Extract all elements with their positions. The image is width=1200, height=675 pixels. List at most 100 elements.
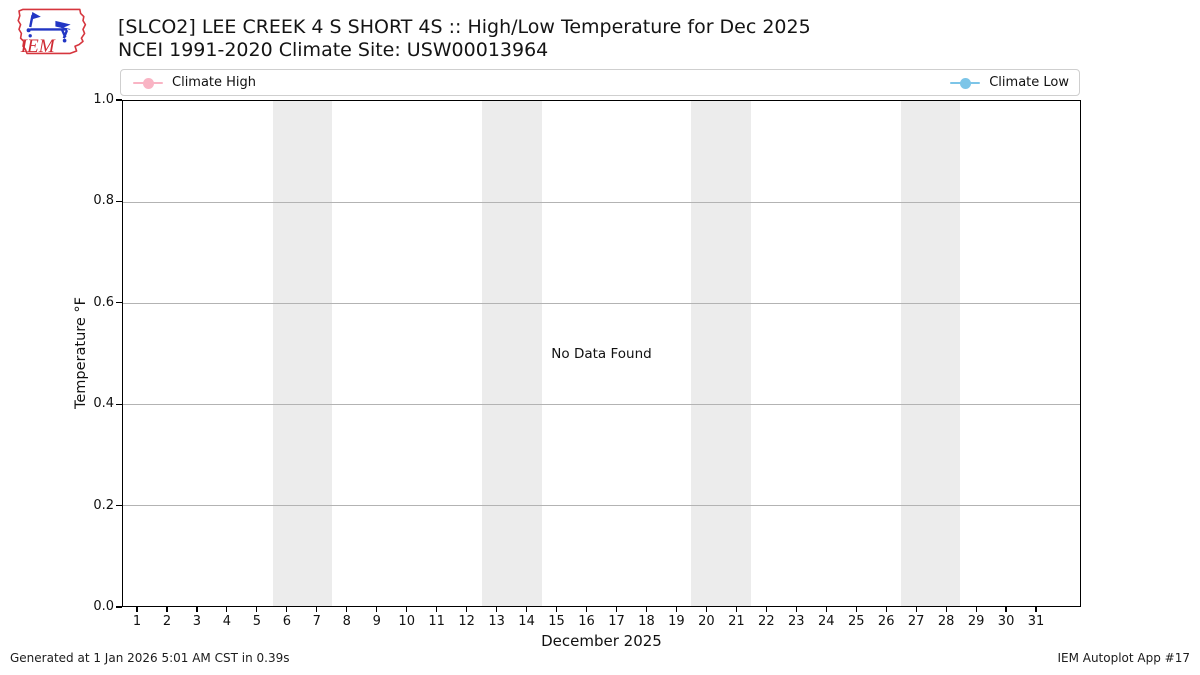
x-tick-mark — [196, 607, 198, 612]
x-tick-label: 23 — [788, 614, 805, 629]
x-tick-mark — [256, 607, 258, 612]
x-tick-label: 8 — [342, 614, 351, 629]
x-tick-label: 10 — [398, 614, 415, 629]
x-tick-label: 5 — [252, 614, 261, 629]
x-tick-label: 17 — [608, 614, 625, 629]
y-tick-mark — [116, 99, 122, 101]
no-data-message: No Data Found — [551, 345, 652, 362]
x-tick-mark — [316, 607, 318, 612]
x-tick-mark — [645, 607, 648, 612]
chart-subtitle: NCEI 1991-2020 Climate Site: USW00013964 — [118, 39, 549, 61]
footer-app-text: IEM Autoplot App #17 — [1057, 651, 1190, 665]
y-tick-label: 0.6 — [93, 294, 114, 310]
x-tick-mark — [885, 607, 887, 612]
climate-low-marker-icon — [950, 77, 981, 89]
x-tick-label: 25 — [847, 614, 865, 629]
x-tick-mark — [705, 607, 707, 612]
x-tick-mark — [466, 607, 468, 612]
legend-item-climate-high: Climate High — [133, 75, 256, 90]
x-tick-label: 26 — [877, 614, 895, 629]
weekend-band — [691, 101, 752, 606]
x-tick-label: 24 — [817, 614, 835, 629]
x-tick-label: 19 — [668, 614, 685, 629]
climate-high-marker-icon — [133, 77, 163, 89]
y-tick-label: 0.0 — [93, 599, 114, 614]
x-tick-mark — [166, 607, 168, 612]
x-tick-label: 9 — [372, 614, 381, 629]
y-tick-mark — [116, 403, 122, 405]
x-tick-label: 16 — [578, 614, 595, 629]
x-tick-mark — [825, 607, 827, 612]
x-tick-mark — [1005, 607, 1007, 612]
x-tick-mark — [346, 607, 348, 612]
y-tick-mark — [116, 302, 122, 304]
horizontal-gridline — [123, 201, 1080, 203]
y-tick-label: 0.8 — [93, 193, 114, 209]
y-tick-label: 0.2 — [93, 497, 114, 513]
x-tick-mark — [975, 607, 977, 612]
legend-box: Climate High Climate Low — [120, 69, 1080, 96]
y-tick-label: 1.0 — [93, 92, 114, 107]
legend-label-climate-high: Climate High — [172, 75, 257, 90]
x-tick-label: 28 — [937, 614, 955, 629]
x-tick-mark — [675, 607, 677, 612]
x-tick-label: 21 — [728, 614, 745, 629]
x-tick-label: 3 — [192, 614, 202, 629]
x-tick-label: 27 — [907, 614, 925, 629]
iem-logo-text: IEM — [20, 36, 56, 57]
x-tick-label: 6 — [282, 614, 291, 629]
horizontal-gridline — [123, 504, 1080, 506]
x-tick-mark — [855, 607, 857, 612]
legend-item-climate-low: Climate Low — [950, 75, 1069, 90]
horizontal-gridline — [123, 403, 1080, 405]
x-tick-mark — [436, 607, 438, 612]
y-tick-mark — [116, 606, 122, 608]
x-tick-mark — [1035, 607, 1037, 612]
weekend-band — [900, 101, 961, 606]
y-tick-label: 0.4 — [93, 396, 114, 412]
legend-label-climate-low: Climate Low — [989, 75, 1069, 90]
x-tick-label: 18 — [638, 614, 655, 629]
x-tick-label: 29 — [967, 614, 985, 629]
x-tick-mark — [376, 607, 378, 612]
x-tick-mark — [136, 607, 138, 612]
x-tick-mark — [585, 607, 588, 612]
x-tick-mark — [286, 607, 288, 612]
y-tick-mark — [116, 505, 122, 507]
x-tick-mark — [735, 607, 737, 612]
iowa-state-outline-icon: IEM — [17, 8, 87, 57]
x-tick-mark — [915, 607, 917, 612]
plot-area: No Data Found — [122, 100, 1081, 607]
x-tick-label: 22 — [758, 614, 775, 629]
x-tick-mark — [525, 607, 528, 612]
x-tick-mark — [406, 607, 408, 612]
x-tick-label: 11 — [428, 614, 445, 629]
weather-vane-icon — [26, 11, 71, 43]
x-tick-label: 30 — [997, 614, 1015, 629]
x-tick-mark — [555, 607, 558, 612]
x-tick-label: 7 — [312, 614, 321, 629]
x-tick-label: 13 — [488, 614, 505, 629]
y-axis-label: Temperature °F — [73, 296, 89, 410]
x-tick-mark — [765, 607, 767, 612]
x-axis-label: December 2025 — [541, 632, 662, 650]
x-tick-mark — [945, 607, 947, 612]
iem-logo: IEM — [10, 3, 92, 67]
x-tick-label: 14 — [518, 614, 535, 629]
weekend-band — [481, 101, 542, 606]
chart-title: [SLCO2] LEE CREEK 4 S SHORT 4S :: High/L… — [118, 16, 811, 38]
x-tick-mark — [226, 607, 228, 612]
x-tick-mark — [615, 607, 618, 612]
y-tick-mark — [116, 200, 122, 202]
x-tick-mark — [496, 607, 498, 612]
x-tick-label: 15 — [548, 614, 565, 629]
x-tick-label: 4 — [222, 614, 232, 629]
x-tick-label: 1 — [132, 614, 142, 629]
footer-generated-text: Generated at 1 Jan 2026 5:01 AM CST in 0… — [10, 651, 290, 665]
x-tick-label: 2 — [162, 614, 172, 629]
x-tick-label: 31 — [1027, 614, 1045, 629]
horizontal-gridline — [123, 302, 1080, 304]
x-tick-mark — [795, 607, 797, 612]
weekend-band — [272, 101, 333, 606]
